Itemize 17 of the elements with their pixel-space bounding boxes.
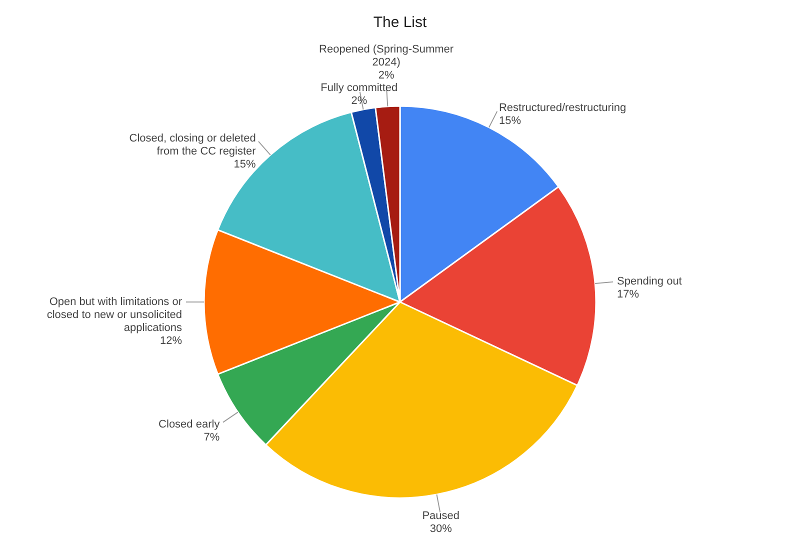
data-label: 15%: [498, 114, 522, 127]
data-label: 17%: [617, 288, 640, 300]
data-label: 30%: [430, 523, 452, 536]
slice-label: Open but with limitations or closed to new or unsolicited applications: [46, 296, 182, 334]
data-label: 2%: [378, 69, 394, 82]
slice-label: Restructured/restructuring: [498, 102, 626, 114]
data-label: 12%: [160, 335, 182, 347]
data-label: 7%: [204, 432, 220, 444]
slice-label: Reopened (Spring-Summer 2024): [319, 43, 454, 68]
data-label: 2%: [351, 94, 368, 107]
slice-label: Paused: [422, 510, 460, 522]
slice-label: Spending out: [617, 275, 682, 288]
slice-label: Fully committed: [320, 82, 398, 94]
slice-label: Closed, closing or deleted from the CC register: [129, 132, 256, 158]
slice-label: Closed early: [158, 418, 220, 431]
data-label: 15%: [234, 158, 256, 170]
chart-title: The List: [373, 14, 428, 31]
